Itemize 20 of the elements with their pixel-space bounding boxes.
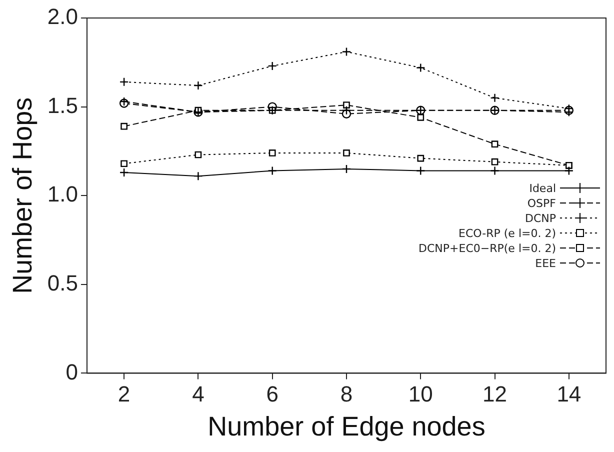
y-tick-label: 2.0 bbox=[47, 4, 78, 30]
legend-label: DCNP bbox=[524, 210, 556, 226]
y-axis-title: Number of Hops bbox=[8, 97, 38, 294]
y-tick-label: 1.5 bbox=[47, 92, 78, 118]
x-tick-label: 14 bbox=[556, 381, 582, 406]
legend-label: EEE bbox=[535, 256, 556, 271]
x-tick-label: 4 bbox=[192, 381, 204, 406]
x-tick-label: 8 bbox=[340, 381, 353, 406]
legend-label: Ideal bbox=[529, 180, 556, 196]
x-axis-title: Number of Edge nodes bbox=[208, 411, 486, 442]
x-tick-label: 12 bbox=[482, 381, 508, 406]
y-tick-label: 0 bbox=[66, 359, 78, 384]
y-tick-label: 0.5 bbox=[47, 270, 78, 296]
y-tick-label: 1.0 bbox=[47, 182, 78, 207]
x-tick-label: 10 bbox=[408, 381, 433, 406]
legend-label: DCNP+EC0−RP(e l=0. 2) bbox=[418, 240, 556, 256]
x-tick-label: 2 bbox=[118, 381, 130, 406]
x-tick-label: 6 bbox=[266, 381, 278, 406]
legend-label: OSPF bbox=[527, 196, 556, 211]
legend-label: ECO-RP (e l=0. 2) bbox=[458, 226, 556, 241]
